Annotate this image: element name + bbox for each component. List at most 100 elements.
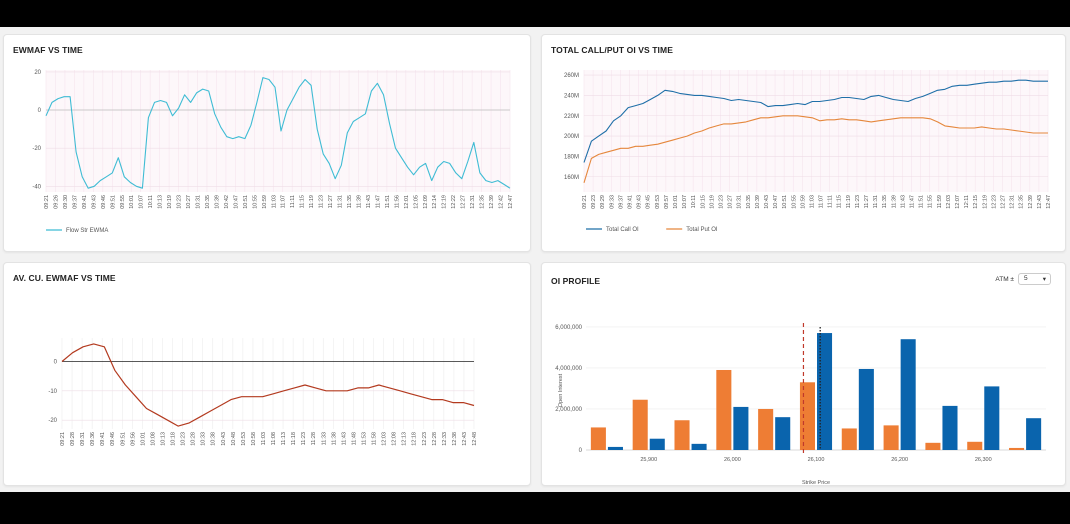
put-oi-bar [758,408,774,450]
x-tick-label: 09:26 [53,195,59,209]
x-tick-label: 09:29 [600,195,606,209]
series-line [45,77,511,189]
x-tick-label: 12:15 [973,195,979,209]
x-tick-label: 09:45 [646,195,652,209]
x-tick-label: 09:37 [618,195,624,209]
x-tick-label: 09:41 [82,195,88,209]
x-tick-label: 10:18 [171,432,177,446]
av-cu-ewmaf-panel: AV. CU. EWMAF VS TIME 0 -10 -20 09:21 09:28 0… [3,262,531,486]
x-tick-label: 10:28 [191,432,197,446]
x-tick-label: 10:51 [243,195,249,209]
x-tick-label: 10:43 [764,195,770,209]
x-tick-label: 12:43 [462,432,468,446]
x-tick-label: 11:58 [372,432,378,445]
x-tick-label: 09:37 [72,195,78,209]
y-tick-label: 6,000,000 [555,325,582,331]
x-tick-label: 11:27 [864,195,870,208]
call-oi-bar [1026,418,1042,450]
y-tick-label: 4,000,000 [555,366,582,372]
x-tick-label: 11:47 [910,195,916,208]
ewmaf-title: EWMAF VS TIME [13,45,83,55]
x-tick-label: 12:48 [472,432,478,446]
x-tick-label: 09:53 [655,195,661,209]
x-tick-label: 11:39 [356,195,362,208]
x-tick-label: 09:43 [91,195,97,209]
x-tick-label: 10:59 [262,195,268,209]
x-tick-label: 11:11 [828,195,834,208]
x-tick-label: 10:47 [233,195,239,209]
x-tick-label: 11:35 [347,195,353,208]
x-tick-label: 09:46 [101,195,107,209]
x-tick-label: 26,300 [975,457,992,463]
x-tick-label: 10:27 [728,195,734,209]
av-cu-ewmaf-title: AV. CU. EWMAF VS TIME [13,273,116,283]
x-tick-label: 10:13 [158,195,164,209]
x-tick-label: 10:35 [205,195,211,209]
x-tick-label: 26,100 [808,457,825,463]
atm-control: ATM ± 5 ▾ [995,273,1051,285]
x-tick-label: 11:23 [301,432,307,445]
x-tick-label: 09:21 [44,195,50,209]
x-tick-label: 11:35 [882,195,888,208]
series-line [61,343,475,427]
x-tick-label: 09:46 [110,432,116,446]
put-oi-bar [799,382,815,450]
x-tick-label: 11:19 [309,195,315,208]
x-tick-label: 12:18 [412,432,418,446]
x-tick-label: 12:19 [982,195,988,209]
call-oi-bar [900,339,916,450]
x-tick-label: 09:23 [591,195,597,209]
y-tick-label: 0 [54,359,58,365]
x-tick-label: 10:39 [755,195,761,209]
oi-profile-panel: OI PROFILE ATM ± 5 ▾ 0 2,000,000 4,000,000 6… [541,262,1066,486]
put-oi-bar [841,428,857,450]
chevron-down-icon: ▾ [1042,276,1046,283]
x-tick-label: 10:39 [214,195,220,209]
x-tick-label: 09:28 [70,432,76,446]
y-tick-label: 2,000,000 [555,407,582,413]
x-tick-label: 11:28 [311,432,317,445]
x-tick-label: 10:23 [181,432,187,446]
x-tick-label: 11:43 [366,195,372,208]
x-tick-label: 10:42 [224,195,230,209]
x-tick-label: 09:33 [609,195,615,209]
x-tick-label: 12:07 [955,195,961,209]
x-tick-label: 10:07 [682,195,688,209]
x-tick-label: 10:58 [251,432,257,446]
x-tick-label: 11:19 [846,195,852,208]
series-line [583,79,1048,163]
x-tick-label: 10:31 [196,195,202,209]
call-oi-bar [733,406,749,450]
x-tick-label: 11:31 [338,195,344,208]
x-tick-label: 12:14 [432,195,438,209]
call-oi-bar [691,443,707,450]
x-tick-label: 12:47 [508,195,514,209]
x-tick-label: 09:55 [120,195,126,209]
x-tick-label: 10:48 [231,432,237,446]
x-tick-label: 10:55 [791,195,797,209]
y-tick-label: 20 [34,70,41,76]
x-tick-label: 10:13 [160,432,166,446]
y-tick-label: 180M [564,154,579,160]
call-oi-bar [775,417,791,450]
atm-select[interactable]: 5 ▾ [1018,273,1051,285]
x-tick-label: 11:47 [375,195,381,208]
x-tick-label: 10:55 [252,195,258,209]
x-tick-label: 12:13 [402,432,408,446]
x-tick-label: 11:59 [937,195,943,208]
x-tick-label: 11:18 [291,432,297,445]
y-tick-label: 200M [564,134,579,140]
x-tick-label: 12:39 [489,195,495,209]
call-oi-bar [984,386,1000,450]
x-tick-label: 10:38 [211,432,217,446]
x-tick-label: 11:11 [290,195,296,208]
x-tick-label: 11:08 [271,432,277,445]
x-tick-label: 09:41 [100,432,106,446]
x-tick-label: 26,200 [891,457,908,463]
x-tick-label: 10:23 [718,195,724,209]
x-tick-label: 11:07 [819,195,825,208]
x-tick-label: 10:01 [673,195,679,209]
x-tick-label: 12:03 [382,432,388,446]
legend-label: Flow Str EWMA [66,228,108,234]
x-tick-label: 10:51 [782,195,788,209]
